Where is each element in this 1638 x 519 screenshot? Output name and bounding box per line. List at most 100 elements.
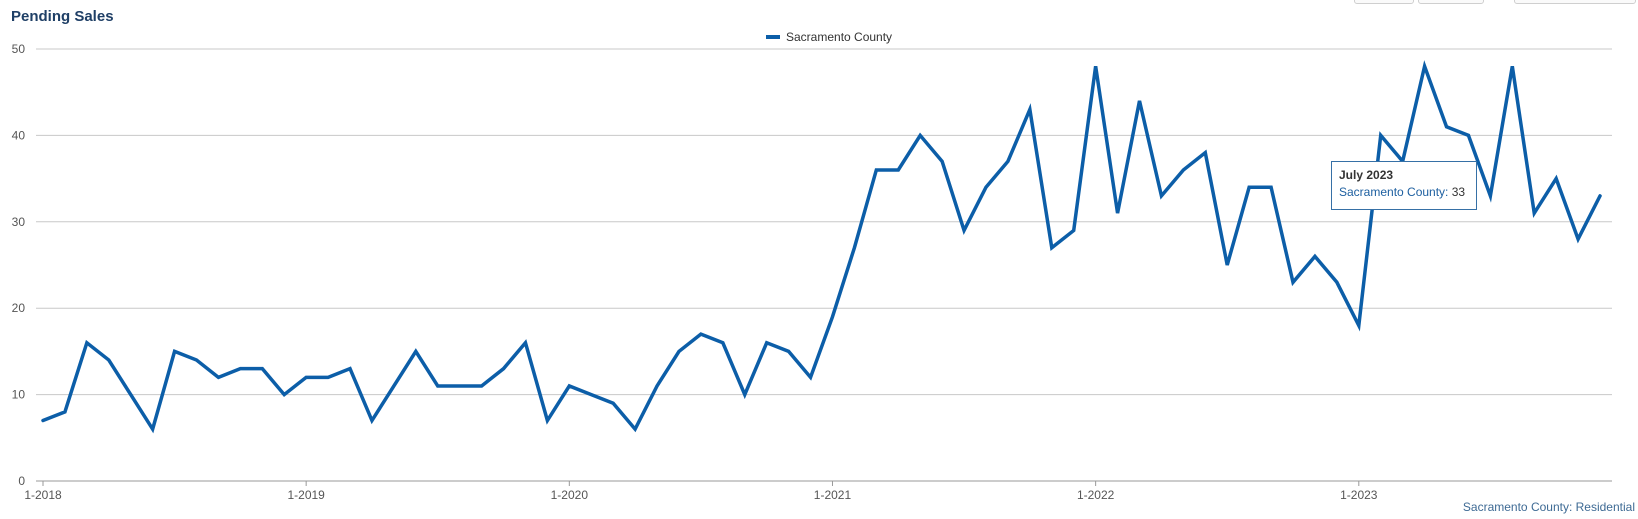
data-point <box>326 375 330 379</box>
data-point <box>1050 246 1054 250</box>
data-point <box>1225 263 1229 267</box>
data-point <box>1028 107 1032 111</box>
data-point <box>1094 64 1098 68</box>
data-point <box>1576 237 1580 241</box>
data-point <box>1423 64 1427 68</box>
tooltip: July 2023 Sacramento County: 33 <box>1331 161 1477 210</box>
data-point <box>1313 254 1317 258</box>
data-point <box>1203 151 1207 155</box>
data-point <box>1335 280 1339 284</box>
y-tick-label: 50 <box>12 42 26 56</box>
data-point <box>458 384 462 388</box>
data-point <box>677 349 681 353</box>
data-point <box>523 341 527 345</box>
data-point <box>699 332 703 336</box>
data-point <box>1116 211 1120 215</box>
x-tick-label: 1-2018 <box>24 488 62 502</box>
data-point <box>1554 177 1558 181</box>
data-point <box>1466 133 1470 137</box>
data-point <box>809 375 813 379</box>
data-point <box>787 349 791 353</box>
data-point <box>655 384 659 388</box>
data-point <box>1006 159 1010 163</box>
y-tick-label: 20 <box>12 301 26 315</box>
data-point <box>195 358 199 362</box>
data-point <box>392 384 396 388</box>
grid-layer <box>36 48 1612 482</box>
data-point <box>984 185 988 189</box>
y-tick-label: 10 <box>12 388 26 402</box>
tooltip-value: 33 <box>1451 185 1466 199</box>
data-point <box>1291 280 1295 284</box>
data-point <box>545 419 549 423</box>
legend-label: Sacramento County <box>786 30 892 44</box>
data-point <box>216 375 220 379</box>
data-point <box>41 419 45 423</box>
series-line <box>41 60 1602 434</box>
data-point <box>414 349 418 353</box>
data-point <box>260 367 264 371</box>
data-point <box>1445 125 1449 129</box>
toolbar-button[interactable] <box>1418 0 1484 4</box>
data-point <box>743 393 747 397</box>
tooltip-title: July 2023 <box>1339 168 1394 182</box>
data-point <box>896 168 900 172</box>
data-point <box>436 384 440 388</box>
data-point <box>721 341 725 345</box>
data-point <box>304 375 308 379</box>
x-tick-label: 1-2023 <box>1340 488 1378 502</box>
data-point <box>282 393 286 397</box>
data-point <box>370 419 374 423</box>
data-point <box>940 159 944 163</box>
legend: Sacramento County <box>766 30 892 44</box>
data-point <box>611 401 615 405</box>
x-axis-labels: 1-2018 1-2019 1-2020 1-2021 1-2022 1-2023 <box>24 481 1378 502</box>
data-point <box>348 367 352 371</box>
data-point <box>765 341 769 345</box>
data-point <box>1181 168 1185 172</box>
tooltip-series-label: Sacramento County: <box>1339 185 1452 199</box>
x-tick-label: 1-2021 <box>814 488 852 502</box>
data-point <box>1138 99 1142 103</box>
data-point <box>918 133 922 137</box>
data-point <box>1269 185 1273 189</box>
x-tick-label: 1-2019 <box>287 488 325 502</box>
data-point <box>502 367 506 371</box>
chart-title: Pending Sales <box>11 8 114 25</box>
data-point <box>1247 185 1251 189</box>
data-point <box>962 228 966 232</box>
data-point <box>129 393 133 397</box>
data-point <box>63 410 67 414</box>
data-point <box>480 384 484 388</box>
data-point <box>1357 323 1361 327</box>
data-point <box>1598 194 1602 198</box>
data-point <box>852 246 856 250</box>
data-point <box>874 168 878 172</box>
data-point <box>633 427 637 431</box>
data-point <box>1510 64 1514 68</box>
data-point <box>151 427 155 431</box>
data-point <box>1532 211 1536 215</box>
y-tick-label: 40 <box>12 128 26 142</box>
y-axis-labels: 0 10 20 30 40 50 <box>12 42 26 488</box>
toolbar-button[interactable] <box>1354 0 1414 4</box>
x-tick-label: 1-2020 <box>551 488 589 502</box>
data-point <box>1072 228 1076 232</box>
data-point <box>567 384 571 388</box>
data-point <box>107 358 111 362</box>
data-point <box>589 393 593 397</box>
data-point <box>1488 194 1492 198</box>
data-point <box>238 367 242 371</box>
data-point <box>1379 133 1383 137</box>
data-point <box>830 315 834 319</box>
data-point <box>173 349 177 353</box>
series-layer <box>41 60 1602 434</box>
data-point <box>85 341 89 345</box>
data-point <box>1159 194 1163 198</box>
x-tick-label: 1-2022 <box>1077 488 1115 502</box>
y-tick-label: 0 <box>18 474 25 488</box>
toolbar-button[interactable] <box>1514 0 1636 4</box>
y-tick-label: 30 <box>12 215 26 229</box>
footer-source-label: Sacramento County: Residential <box>1462 500 1635 514</box>
